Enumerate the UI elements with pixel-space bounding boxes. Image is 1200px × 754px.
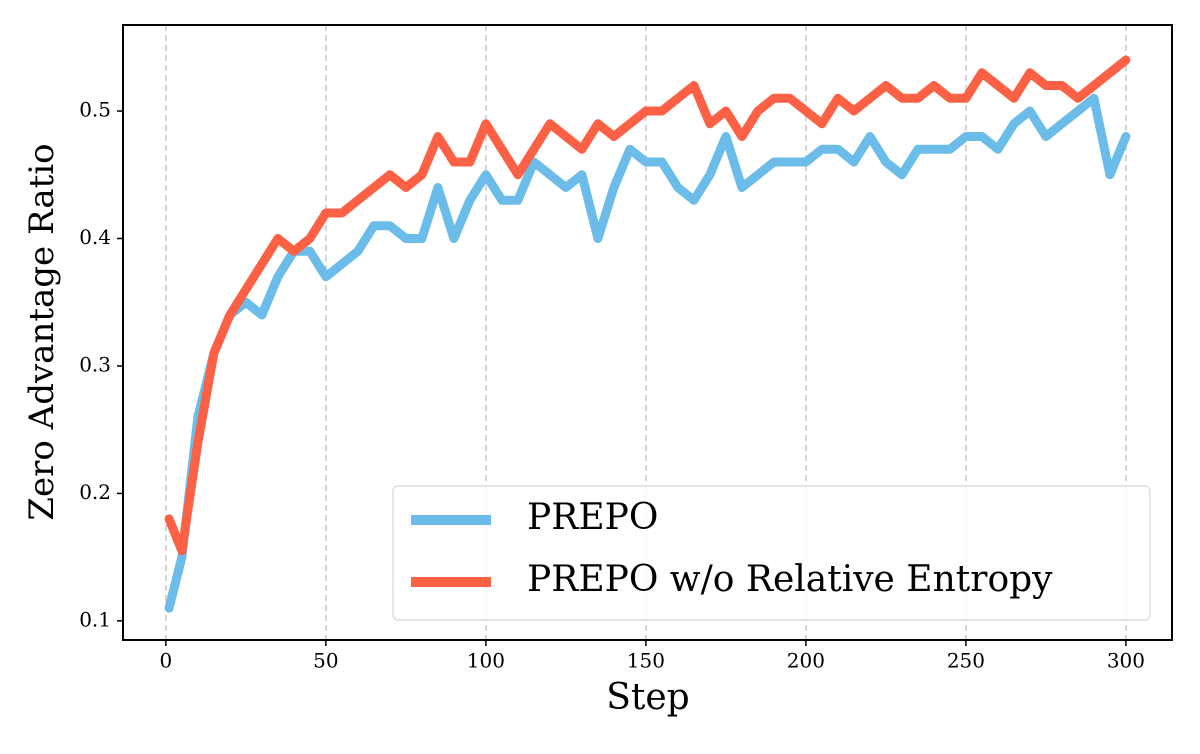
legend-label: PREPO w/o Relative Entropy	[527, 559, 1053, 600]
series-line	[164, 93, 1131, 613]
y-tick-label: 0.3	[79, 352, 111, 376]
y-axis-label: Zero Advantage Ratio	[22, 143, 62, 520]
legend-label: PREPO	[527, 497, 658, 538]
x-tick-label: 100	[467, 649, 505, 673]
y-tick-label: 0.4	[79, 225, 111, 249]
y-tick-label: 0.5	[79, 98, 111, 122]
x-tick-label: 150	[627, 649, 665, 673]
legend-box	[392, 485, 1151, 621]
x-tick-label: 200	[787, 649, 825, 673]
x-axis-label: Step	[606, 677, 689, 718]
series-line	[164, 55, 1131, 556]
plot-frame	[122, 24, 1173, 641]
x-tick-label: 0	[160, 649, 173, 673]
y-tick-label: 0.1	[79, 607, 111, 631]
x-tick-label: 250	[947, 649, 985, 673]
x-tick-label: 300	[1107, 649, 1145, 673]
y-tick-label: 0.2	[79, 480, 111, 504]
x-tick-label: 50	[313, 649, 338, 673]
